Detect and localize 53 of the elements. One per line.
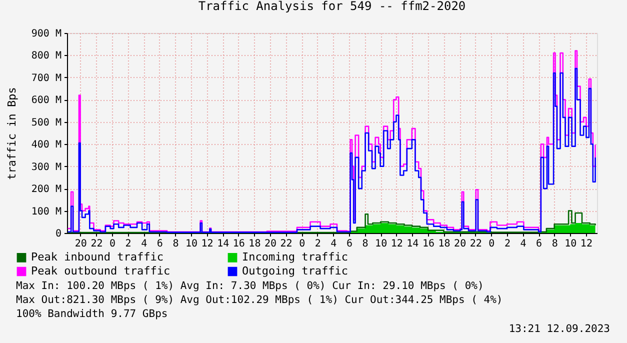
y-tick-label: 400 M — [31, 140, 62, 151]
y-tick-label: 600 M — [31, 95, 62, 106]
x-tick-label: 20 — [74, 238, 87, 250]
y-tick-label: 300 M — [31, 162, 62, 173]
y-tick-label: 0 — [55, 228, 62, 240]
legend-label: Outgoing traffic — [242, 264, 348, 278]
legend-label: Peak outbound traffic — [31, 264, 170, 278]
x-tick-label: 12 — [580, 238, 592, 250]
y-tick-label: 200 M — [31, 184, 62, 196]
x-tick-label: 8 — [552, 238, 558, 250]
y-tick-label: 100 M — [31, 206, 62, 218]
x-tick-label: 8 — [172, 238, 179, 250]
x-tick-label: 4 — [330, 238, 337, 250]
x-tick-label: 4 — [520, 238, 526, 250]
text: 100% Bandwidth 9.77 GBps — [16, 308, 168, 320]
x-tick-label: 18 — [248, 238, 261, 250]
x-tick-label: 10 — [564, 238, 577, 250]
x-tick-label: 12 — [390, 238, 403, 250]
x-tick-label: 20 — [264, 238, 277, 250]
x-tick-label: 22 — [470, 238, 482, 250]
x-tick-label: 6 — [156, 238, 163, 250]
x-tick-label: 16 — [232, 238, 245, 250]
y-tick-label: 800 M — [31, 50, 62, 62]
x-tick-label: 0 — [299, 238, 306, 250]
x-tick-label: 6 — [536, 238, 542, 250]
x-tick-label: 2 — [314, 238, 321, 250]
x-tick-label: 14 — [217, 238, 230, 250]
text: Max Out:821.30 MBps ( 9%) Avg Out:102.29 MBps ( 1%) Cur Out:344.25 MBps ( 4%) — [16, 294, 503, 306]
x-tick-label: 16 — [422, 238, 434, 250]
x-tick-label: 8 — [362, 238, 368, 250]
chart-title: Traffic Analysis for 549 -- ffm2-2020 — [198, 0, 466, 13]
x-tick-label: 0 — [488, 238, 495, 250]
y-tick-label: 900 M — [31, 28, 62, 40]
x-tick-label: 20 — [454, 238, 466, 250]
x-tick-label: 10 — [375, 238, 388, 250]
x-tick-label: 22 — [90, 238, 103, 250]
x-tick-label: 22 — [280, 238, 292, 250]
text: 13:21 12.09.2023 — [508, 323, 610, 335]
x-tick-label: 18 — [438, 238, 450, 250]
x-tick-label: 6 — [346, 238, 352, 250]
x-tick-label: 2 — [125, 238, 132, 250]
x-tick-label: 4 — [141, 238, 148, 250]
x-tick-label: 12 — [201, 238, 214, 250]
legend-label: Peak inbound traffic — [31, 250, 164, 264]
y-tick-label: 700 M — [31, 72, 62, 84]
y-axis-title: traffic in Bps — [6, 87, 18, 180]
text: Max In: 100.20 MBps ( 1%) Avg In: 7.30 MBps ( 0%) Cur In: 29.10 MBps ( 0%) — [16, 280, 484, 292]
y-tick-label: 500 M — [31, 117, 62, 128]
x-tick-label: 0 — [110, 238, 116, 250]
legend-label: Incoming traffic — [242, 250, 348, 264]
x-tick-label: 2 — [504, 238, 510, 250]
x-tick-label: 14 — [406, 238, 419, 250]
x-tick-label: 10 — [185, 238, 198, 250]
